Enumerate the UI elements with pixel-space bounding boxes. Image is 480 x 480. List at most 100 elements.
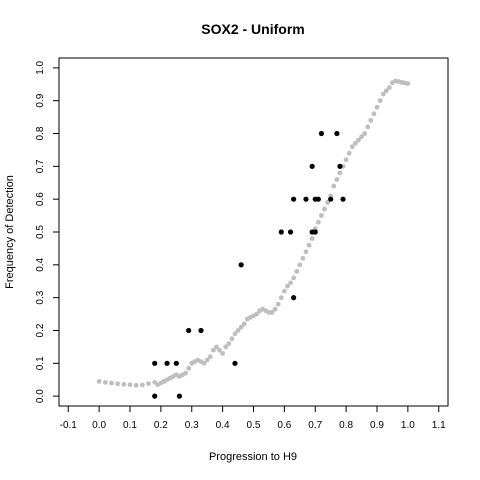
grey-point: [359, 134, 364, 140]
grey-point: [294, 268, 300, 274]
grey-point: [232, 331, 238, 337]
black-point: [278, 229, 284, 235]
x-axis-label: Progression to H9: [209, 451, 297, 463]
grey-point: [300, 255, 306, 261]
grey-point: [121, 381, 127, 387]
grey-point: [386, 85, 392, 90]
grey-point: [334, 177, 340, 182]
grey-point: [235, 328, 241, 333]
black-point: [303, 196, 309, 202]
grey-point: [343, 157, 349, 163]
y-tick-label: 1.0: [35, 60, 46, 74]
y-tick-label: 0.0: [35, 389, 46, 403]
grey-point: [204, 357, 210, 363]
grey-point: [238, 324, 244, 330]
grey-point: [220, 351, 226, 356]
x-tick-label: 0.3: [185, 420, 199, 431]
grey-point: [254, 311, 259, 317]
grey-point: [269, 310, 275, 315]
y-tick-label: 0.3: [35, 290, 46, 304]
y-tick-label: 0.9: [35, 93, 46, 107]
x-tick-label: 0.5: [247, 420, 261, 431]
black-point: [198, 327, 204, 334]
black-point: [164, 360, 170, 366]
grey-point: [371, 111, 377, 117]
x-tick-label: 0.2: [154, 420, 168, 431]
grey-point: [210, 347, 216, 353]
y-axis: 0.0 0.1 0.2 0.3 0.4 0.5 0.6 0.7 0.8 0.9 1.0: [35, 60, 59, 403]
grey-point: [217, 347, 222, 353]
y-tick-label: 0.6: [35, 192, 46, 206]
grey-point: [109, 380, 114, 386]
grey-point: [272, 306, 278, 312]
black-point: [315, 196, 321, 202]
grey-point: [201, 360, 207, 366]
grey-point: [241, 321, 247, 327]
black-point: [186, 327, 192, 334]
grey-point: [186, 365, 192, 371]
grey-point: [281, 288, 287, 294]
grey-point: [278, 295, 284, 301]
grey-point: [337, 170, 343, 176]
grey-point: [229, 336, 235, 342]
grey-point: [365, 124, 371, 130]
black-point: [152, 393, 158, 399]
y-tick-label: 0.4: [35, 257, 46, 271]
grey-point: [275, 301, 281, 307]
x-tick-label: 0.7: [308, 420, 322, 431]
grey-point: [319, 213, 324, 218]
black-point: [238, 262, 244, 268]
grey-point: [226, 341, 232, 347]
x-tick-label: 0.8: [339, 420, 353, 431]
x-tick-label: 0.6: [277, 420, 291, 431]
grey-point: [405, 81, 411, 87]
x-tick-label: 1.0: [401, 420, 415, 431]
black-point: [173, 360, 179, 366]
grey-point: [368, 117, 374, 123]
grey-point: [285, 283, 290, 289]
grey-point: [362, 131, 368, 136]
grey-point: [102, 379, 108, 385]
black-point: [287, 229, 294, 235]
grey-point: [356, 137, 361, 143]
y-axis-label: Frequency of Detection: [4, 175, 16, 289]
data-points: [96, 78, 411, 399]
black-point: [176, 393, 183, 399]
x-axis: -0.1 0.0 0.1 0.2 0.3 0.4 0.5 0.6 0.7 0.8 0.9 1.0 1.1: [60, 406, 446, 431]
grey-point: [214, 344, 219, 350]
grey-point: [207, 354, 213, 360]
black-point: [232, 360, 238, 366]
grey-point: [291, 275, 297, 281]
x-tick-label: 0.4: [216, 420, 230, 431]
plot-frame: [58, 57, 449, 407]
grey-point: [383, 88, 389, 94]
grey-point: [315, 219, 321, 225]
black-point: [152, 360, 158, 366]
grey-point: [183, 370, 188, 376]
black-point: [291, 295, 297, 301]
black-point: [328, 196, 334, 202]
grey-point: [139, 382, 145, 388]
grey-point: [96, 378, 102, 384]
grey-point: [115, 381, 121, 387]
black-point: [312, 229, 318, 235]
y-tick-label: 0.7: [35, 159, 46, 173]
grey-point: [146, 381, 151, 387]
black-point: [337, 163, 343, 169]
grey-point: [374, 104, 380, 110]
grey-point: [377, 98, 383, 104]
grey-point: [346, 150, 352, 156]
grey-point: [297, 262, 303, 268]
y-tick-label: 0.8: [35, 126, 46, 140]
grey-point: [380, 91, 386, 97]
grey-point: [352, 140, 358, 146]
grey-point: [303, 249, 309, 255]
grey-point: [349, 144, 355, 150]
black-point: [340, 196, 346, 202]
black-point: [334, 130, 340, 137]
grey-point: [133, 382, 139, 388]
black-point: [318, 130, 325, 137]
x-tick-label: -0.1: [60, 420, 78, 431]
chart-title: SOX2 - Uniform: [201, 21, 304, 37]
x-tick-label: 0.1: [123, 420, 137, 431]
